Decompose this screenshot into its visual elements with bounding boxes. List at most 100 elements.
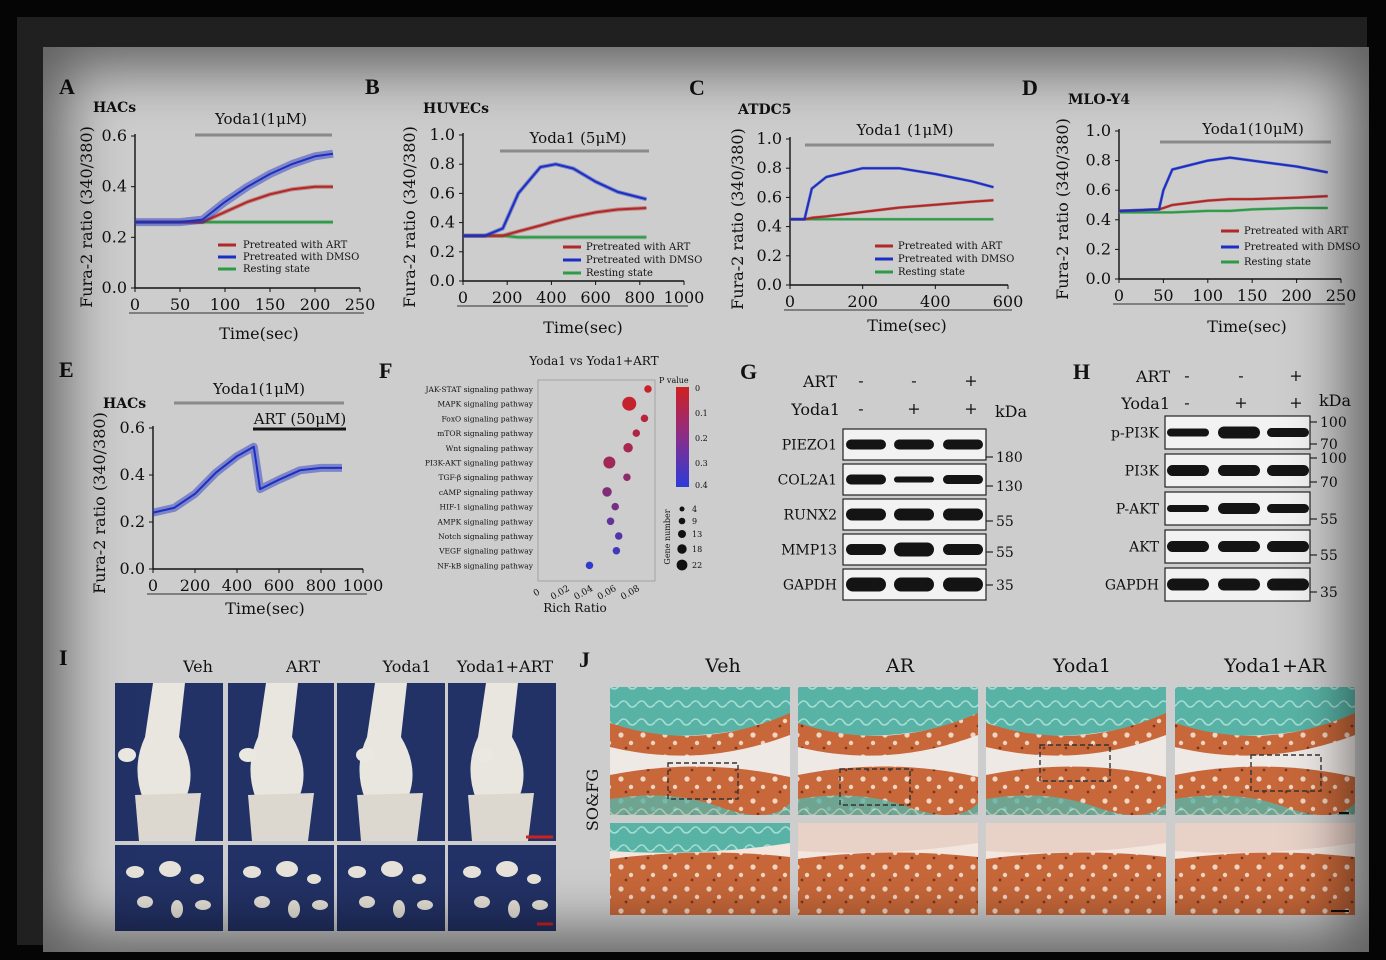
pvalue-tick: 0 (695, 384, 700, 393)
marker-label: 70 (1320, 437, 1338, 453)
pathway-dot (611, 502, 619, 511)
patella-shape (118, 748, 136, 762)
panel-i: I Veh ART Yoda1 Yoda1+ART (59, 645, 556, 931)
zoom-region-box (667, 762, 739, 800)
blot-band (1218, 578, 1260, 591)
osteophyte-shape (381, 861, 403, 877)
row-label-yoda1: Yoda1 (1120, 394, 1170, 413)
legend-label-art: Pretreated with ART (586, 242, 691, 253)
panel-g-letter: G (740, 359, 757, 384)
panel-b-ylabel: Fura-2 ratio (340/380) (400, 126, 419, 308)
y-tick-label: 0.2 (430, 242, 455, 261)
panel-a-chart: 0 50 100 150 200 250 0.0 0.2 0.4 0.6 (102, 126, 376, 314)
microct-tile (228, 845, 334, 931)
osteophyte-shape (171, 900, 183, 918)
band-label: RUNX2 (784, 508, 837, 524)
y-tick-label: 0.8 (1086, 151, 1111, 170)
legend-label-dmso: Pretreated with DMSO (243, 252, 359, 263)
marker-label: 55 (996, 514, 1014, 530)
pathway-label: HIF-1 signaling pathway (440, 503, 534, 512)
pathway-label: VEGF signaling pathway (438, 547, 534, 556)
marker-label: 55 (1320, 548, 1338, 564)
panel-j-letter: J (579, 647, 590, 672)
zoom-region-box (1039, 744, 1111, 782)
femur-shape (250, 683, 304, 799)
y-tick-label: 0.8 (757, 158, 782, 177)
marker-label: 55 (1320, 512, 1338, 528)
panel-e-treatment: Yoda1(1μM) (212, 380, 305, 398)
sign-art: - (858, 371, 863, 390)
legend-label-dmso: Pretreated with DMSO (898, 254, 1014, 265)
panel-f-title: Yoda1 vs Yoda1+ART (528, 354, 658, 368)
osteophyte-shape (126, 866, 144, 878)
panel-e: E HACs Yoda1(1μM) ART (50μM) Fura-2 rati… (59, 357, 383, 618)
zoom-surface (798, 823, 978, 853)
pathway-label: Notch signaling pathway (438, 532, 534, 541)
blot-band (846, 474, 886, 485)
panel-a-xlabel: Time(sec) (219, 324, 299, 343)
x-tick-label: 0 (458, 288, 468, 307)
stroma-region (986, 687, 1166, 736)
pathway-dot (632, 429, 641, 437)
cartilage-band (798, 713, 978, 756)
panel-e-treatment-2: ART (50μM) (253, 410, 347, 428)
pvalue-tick: 0.4 (695, 481, 708, 490)
panel-f-letter: F (379, 358, 392, 383)
panel-b-treatment: Yoda1 (5μM) (529, 129, 627, 147)
blot-band (943, 508, 983, 521)
pathway-label: MAPK signaling pathway (437, 400, 533, 409)
x-tick-label: 1000 (343, 576, 384, 595)
panel-a-letter: A (59, 74, 75, 99)
band-label: PIEZO1 (782, 438, 837, 454)
gene-size-dot (677, 544, 687, 554)
blot-band (943, 577, 983, 592)
osteophyte-shape (243, 866, 261, 878)
x-tick-label: 800 (306, 576, 337, 595)
x-tick-label: 200 (492, 288, 523, 307)
zoom-surface (986, 823, 1166, 853)
series-line (463, 207, 647, 237)
blot-band (894, 508, 934, 521)
panel-a-title: HACs (93, 100, 136, 116)
osteophyte-shape (276, 861, 298, 877)
x-tick-label: 400 (536, 288, 567, 307)
kda-label: kDa (995, 402, 1028, 421)
legend-label-art: Pretreated with ART (898, 241, 1003, 252)
y-tick-label: 1.0 (430, 125, 455, 144)
pathway-dot (614, 532, 623, 540)
pathway-label: JAK-STAT signaling pathway (424, 385, 533, 394)
kda-label: kDa (1319, 391, 1352, 410)
figure-svg: A HACs Yoda1(1μM) Fura-2 ratio (340/380)… (59, 74, 1360, 931)
sign-art: - (1184, 366, 1189, 385)
stroma-region (798, 687, 978, 736)
bone-region (986, 795, 1166, 816)
gene-tick: 22 (692, 561, 702, 570)
legend-label-art: Pretreated with ART (243, 240, 348, 251)
band-label: AKT (1128, 540, 1160, 556)
osteophyte-shape (195, 900, 211, 910)
band-label: MMP13 (781, 543, 837, 559)
row-label-art: ART (802, 372, 837, 391)
x-tick-label: 600 (264, 576, 295, 595)
osteophyte-shape (532, 900, 548, 910)
series-line (790, 199, 994, 221)
sign-yoda1: + (1234, 393, 1247, 412)
panel-a-legend: Pretreated with ART Pretreated with DMSO… (218, 240, 359, 275)
tibia-shape (357, 793, 423, 841)
blot-band (943, 544, 983, 555)
pathway-dot (603, 456, 616, 469)
osteophyte-shape (463, 866, 481, 878)
blot-band (894, 577, 934, 592)
x-tick-label: 0.02 (549, 584, 571, 603)
x-tick-label: 0 (1114, 286, 1124, 305)
pvalue-label: P value (659, 376, 689, 385)
osteophyte-shape (190, 874, 204, 884)
pathway-dot (623, 473, 631, 481)
group-label: Veh (182, 657, 213, 676)
band-label: PI3K (1125, 464, 1160, 480)
band-label: P-AKT (1116, 502, 1160, 518)
y-tick-label: 0.4 (120, 465, 145, 484)
gene-tick: 13 (692, 530, 702, 539)
sign-art: - (911, 371, 916, 390)
